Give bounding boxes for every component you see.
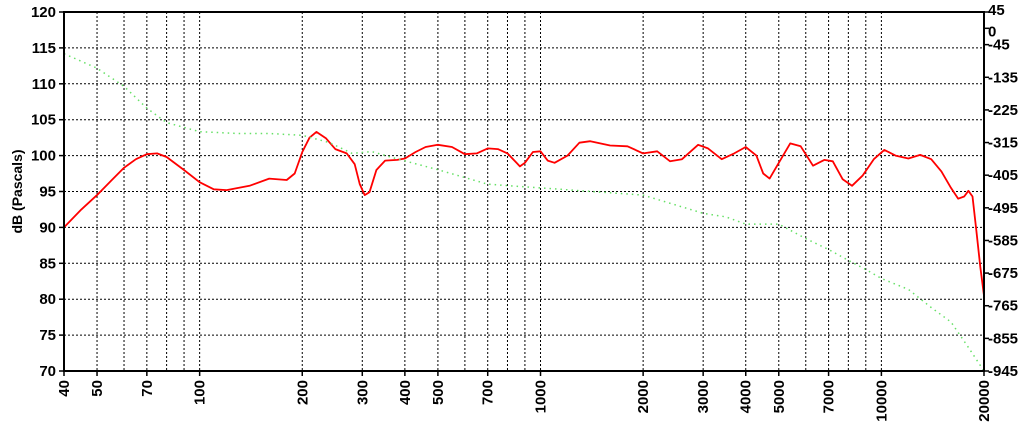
x-tick-label: 20000 xyxy=(976,380,993,422)
y2-tick-label: -855 xyxy=(988,330,1018,347)
y2-tick-label: -405 xyxy=(988,167,1018,184)
y-tick-label: 110 xyxy=(32,76,56,93)
y2-tick-label: -945 xyxy=(988,363,1018,380)
x-tick-label: 70 xyxy=(139,380,156,397)
x-tick-label: 700 xyxy=(480,380,497,405)
x-tick-label: 4000 xyxy=(738,380,755,413)
y2-tick-label: -315 xyxy=(988,135,1018,152)
y-tick-label: 120 xyxy=(31,4,56,21)
axis-ticks xyxy=(59,11,989,376)
y2-tick-label: -45 xyxy=(988,37,1010,54)
y-axis-title: dB (Pascals) xyxy=(9,149,25,233)
x-tick-label: 7000 xyxy=(821,380,838,413)
y-tick-label: 95 xyxy=(39,184,56,201)
x-tick-label: 400 xyxy=(397,380,414,405)
y2-tick-label: -765 xyxy=(988,298,1018,315)
phase-series-line xyxy=(63,53,985,372)
magnitude-series-line xyxy=(63,131,985,296)
y-tick-label: 75 xyxy=(39,327,56,344)
y2-tick-label: -225 xyxy=(988,102,1018,119)
y2-tick-label: 45 xyxy=(988,2,1005,19)
y-tick-label: 80 xyxy=(39,291,56,308)
y2-tick-label: -135 xyxy=(988,69,1018,86)
x-tick-label: 500 xyxy=(430,380,447,405)
x-tick-label: 300 xyxy=(354,380,371,405)
x-tick-label: 10000 xyxy=(873,380,890,422)
x-tick-label: 5000 xyxy=(771,380,788,413)
series-lines xyxy=(63,53,985,372)
y-tick-label: 115 xyxy=(32,40,56,57)
y2-tick-label: 0 xyxy=(988,23,996,40)
y2-tick-label: -495 xyxy=(988,200,1018,217)
x-tick-label: 100 xyxy=(192,380,209,405)
y2-tick-label: -585 xyxy=(988,232,1018,249)
y-tick-label: 90 xyxy=(39,219,56,236)
y-tick-label: 105 xyxy=(31,112,56,129)
tick-labels: 70 75 80 85 90 95 100 105 110 115 120 45 0-45 -135 -22… xyxy=(31,2,1018,422)
y2-tick-label: -675 xyxy=(988,265,1018,282)
y-tick-label: 100 xyxy=(31,148,56,165)
y-tick-label: 85 xyxy=(39,255,56,272)
y-tick-label: 70 xyxy=(39,363,56,380)
x-tick-label: 3000 xyxy=(695,380,712,413)
grid-lines xyxy=(63,11,985,372)
x-tick-label: 50 xyxy=(89,380,106,397)
x-tick-label: 40 xyxy=(56,380,73,397)
x-tick-label: 2000 xyxy=(635,380,652,413)
x-tick-label: 200 xyxy=(294,380,311,405)
x-tick-label: 1000 xyxy=(533,380,550,413)
